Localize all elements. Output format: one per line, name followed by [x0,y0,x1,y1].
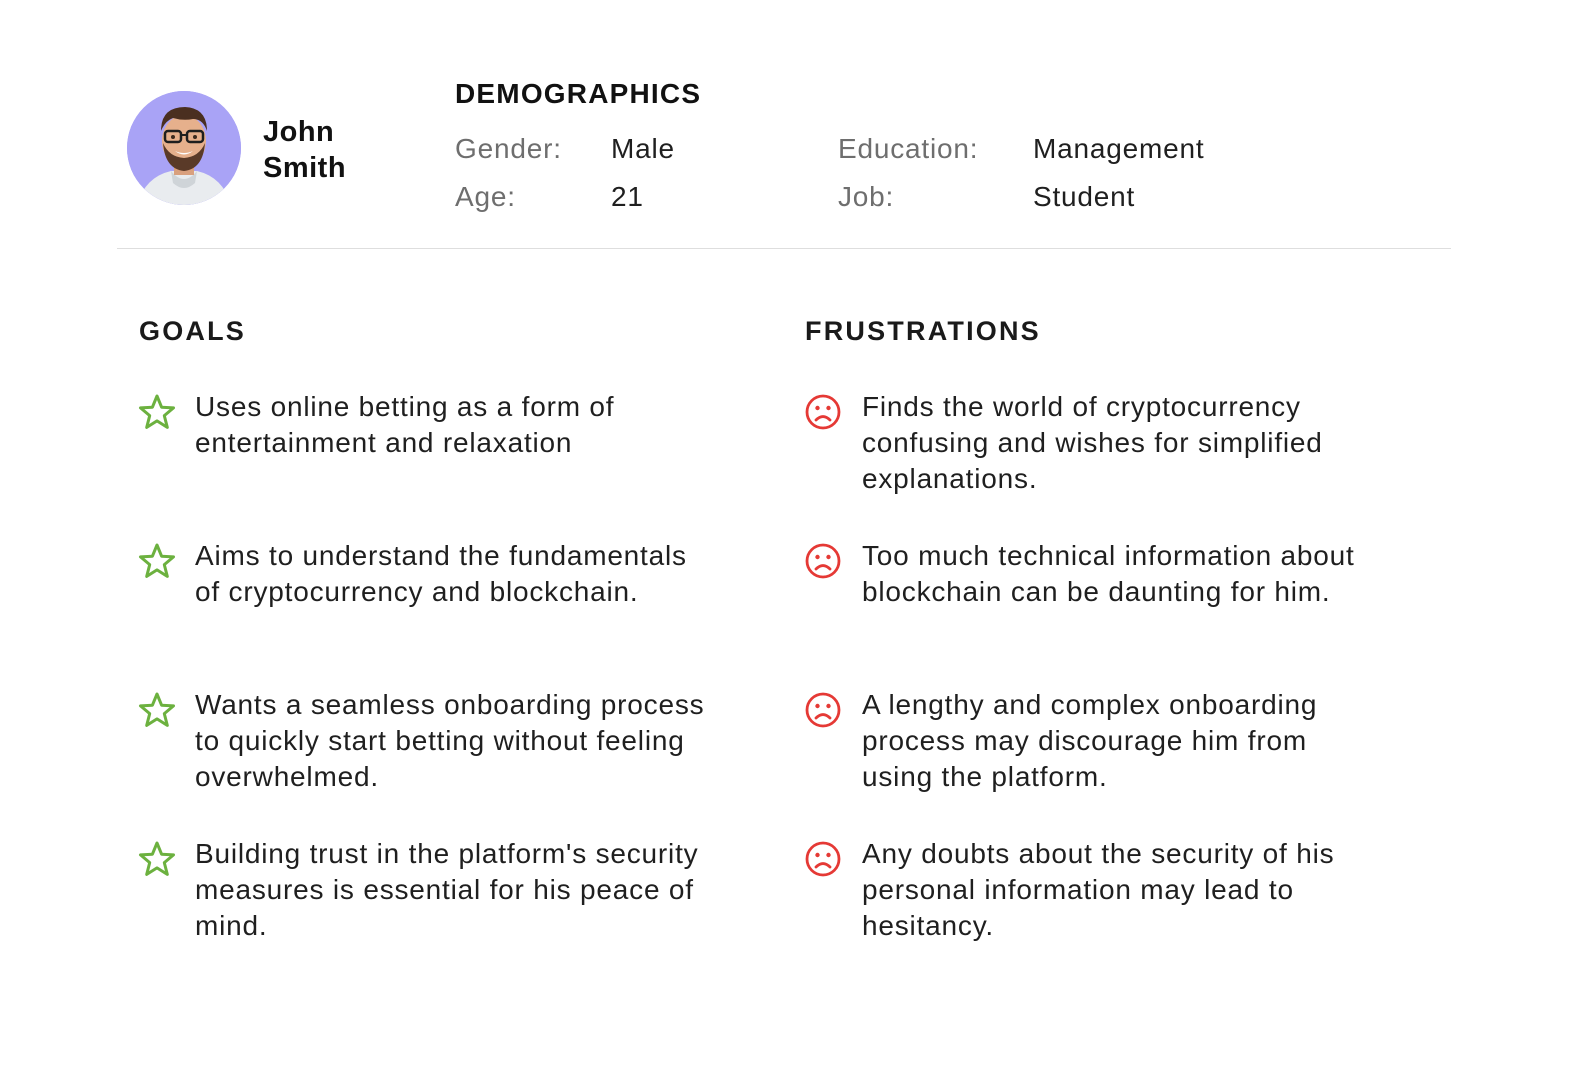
gender-value: Male [611,133,675,164]
sad-face-icon [804,393,844,433]
frustration-text: Too much technical information about blo… [862,540,1355,607]
frustration-text: Any doubts about the security of his per… [862,838,1335,941]
persona-name: John Smith [263,114,403,186]
persona-last-name: Smith [263,152,347,184]
frustration-text: A lengthy and complex onboarding process… [862,689,1318,792]
education-value: Management [1033,133,1205,164]
goal-text: Building trust in the platform's securit… [195,838,699,941]
sad-face-icon [804,840,844,880]
age-value: 21 [611,181,644,212]
job-value: Student [1033,181,1136,212]
star-icon [137,393,177,433]
frustration-text: Finds the world of cryptocurrency confus… [862,391,1323,494]
sad-face-icon [804,691,844,731]
avatar-portrait [127,91,241,205]
demographics-title: DEMOGRAPHICS [455,78,702,109]
header-divider [117,248,1451,249]
avatar [127,91,241,205]
job-label: Job: [838,181,895,212]
gender-label: Gender: [455,133,562,164]
star-icon [137,840,177,880]
star-icon [137,691,177,731]
persona-header: John Smith DEMOGRAPHICS Gender: Male Age… [0,0,1578,250]
sad-face-icon [804,542,844,582]
education-label: Education: [838,133,979,164]
goal-text: Uses online betting as a form of enterta… [195,391,615,458]
goal-text: Wants a seamless onboarding process to q… [195,689,705,792]
frustrations-title: FRUSTRATIONS [805,316,1041,346]
star-icon [137,542,177,582]
age-label: Age: [455,181,516,212]
persona-first-name: John [263,116,335,148]
goal-text: Aims to understand the fundamentals of c… [195,540,687,607]
goals-title: GOALS [139,316,247,346]
